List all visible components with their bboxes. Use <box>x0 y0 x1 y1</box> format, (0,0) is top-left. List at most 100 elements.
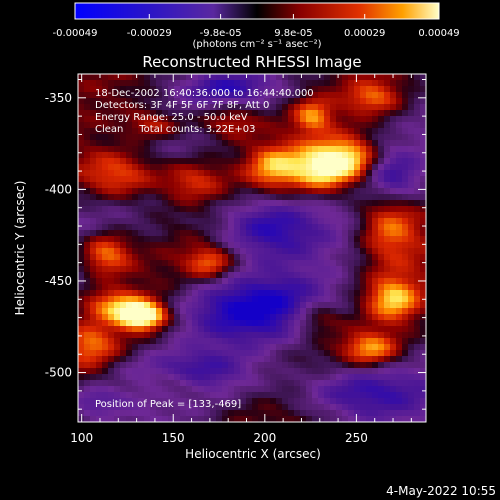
heatmap-cell <box>276 278 283 285</box>
heatmap-cell <box>246 254 253 261</box>
heatmap-cell <box>390 344 397 351</box>
heatmap-cell <box>150 92 157 99</box>
heatmap-cell <box>144 188 151 195</box>
heatmap-cell <box>294 296 301 303</box>
heatmap-cell <box>306 356 313 363</box>
heatmap-cell <box>90 104 97 111</box>
heatmap-cell <box>114 80 121 87</box>
heatmap-cell <box>168 200 175 207</box>
heatmap-cell <box>240 416 247 423</box>
heatmap-cell <box>180 218 187 225</box>
heatmap-cell <box>282 104 289 111</box>
heatmap-cell <box>90 242 97 249</box>
heatmap-cell <box>138 92 145 99</box>
heatmap-cell <box>318 230 325 237</box>
heatmap-cell <box>174 86 181 93</box>
heatmap-cell <box>84 272 91 279</box>
heatmap-cell <box>336 404 343 411</box>
heatmap-cell <box>204 236 211 243</box>
heatmap-cell <box>288 176 295 183</box>
heatmap-cell <box>306 266 313 273</box>
heatmap-cell <box>156 206 163 213</box>
heatmap-cell <box>324 230 331 237</box>
heatmap-cell <box>306 224 313 231</box>
heatmap-cell <box>294 230 301 237</box>
heatmap-cell <box>210 212 217 219</box>
heatmap-cell <box>270 170 277 177</box>
heatmap-cell <box>114 116 121 123</box>
heatmap-cell <box>96 392 103 399</box>
heatmap-cell <box>342 140 349 147</box>
heatmap-cell <box>342 188 349 195</box>
heatmap-cell <box>324 368 331 375</box>
heatmap-cell <box>324 266 331 273</box>
heatmap-cell <box>126 188 133 195</box>
heatmap-cell <box>246 218 253 225</box>
heatmap-cell <box>330 314 337 321</box>
heatmap-cell <box>84 362 91 369</box>
heatmap-cell <box>240 206 247 213</box>
heatmap-cell <box>270 164 277 171</box>
heatmap-cell <box>366 362 373 369</box>
heatmap-cell <box>210 326 217 333</box>
heatmap-cell <box>390 200 397 207</box>
heatmap-cell <box>408 392 415 399</box>
heatmap-cell <box>390 104 397 111</box>
heatmap-cell <box>144 164 151 171</box>
heatmap-cell <box>276 350 283 357</box>
heatmap-cell <box>126 404 133 411</box>
heatmap-cell <box>78 284 85 291</box>
heatmap-cell <box>420 92 427 99</box>
heatmap-cell <box>246 134 253 141</box>
heatmap-cell <box>150 176 157 183</box>
heatmap-cell <box>402 248 409 255</box>
heatmap-cell <box>300 332 307 339</box>
heatmap-cell <box>342 74 349 81</box>
heatmap-cell <box>108 110 115 117</box>
heatmap-cell <box>336 284 343 291</box>
heatmap-cell <box>258 368 265 375</box>
heatmap-cell <box>120 284 127 291</box>
heatmap-cell <box>222 308 229 315</box>
heatmap-cell <box>228 260 235 267</box>
heatmap-cell <box>360 122 367 129</box>
heatmap-cell <box>96 410 103 417</box>
heatmap-cell <box>174 176 181 183</box>
heatmap-cell <box>84 92 91 99</box>
heatmap-cell <box>342 404 349 411</box>
heatmap-cell <box>174 332 181 339</box>
heatmap-cell <box>84 242 91 249</box>
heatmap-cell <box>294 206 301 213</box>
heatmap-cell <box>216 200 223 207</box>
heatmap-cell <box>204 146 211 153</box>
heatmap-cell <box>252 230 259 237</box>
heatmap-cell <box>360 230 367 237</box>
heatmap-cell <box>144 350 151 357</box>
y-tick-label: -350 <box>45 91 72 105</box>
heatmap-cell <box>378 368 385 375</box>
heatmap-cell <box>414 182 421 189</box>
heatmap-cell <box>276 374 283 381</box>
heatmap-cell <box>78 332 85 339</box>
heatmap-cell <box>402 392 409 399</box>
heatmap-cell <box>282 254 289 261</box>
heatmap-cell <box>396 140 403 147</box>
heatmap-cell <box>312 410 319 417</box>
heatmap-cell <box>408 302 415 309</box>
heatmap-cell <box>270 176 277 183</box>
heatmap-cell <box>108 254 115 261</box>
heatmap-cell <box>114 392 121 399</box>
heatmap-cell <box>198 236 205 243</box>
heatmap-cell <box>204 218 211 225</box>
heatmap-cell <box>120 170 127 177</box>
heatmap-cell <box>324 260 331 267</box>
heatmap-cell <box>396 272 403 279</box>
heatmap-cell <box>366 230 373 237</box>
heatmap-cell <box>216 146 223 153</box>
heatmap-cell <box>300 416 307 423</box>
heatmap-cell <box>240 86 247 93</box>
heatmap-image <box>78 74 427 423</box>
heatmap-cell <box>270 212 277 219</box>
heatmap-cell <box>330 380 337 387</box>
heatmap-cell <box>342 158 349 165</box>
